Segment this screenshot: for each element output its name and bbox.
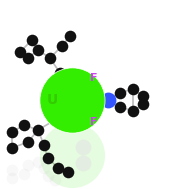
Point xyxy=(56,167,59,170)
Point xyxy=(27,57,30,60)
Text: F: F xyxy=(90,117,98,127)
Point xyxy=(61,44,64,47)
Point xyxy=(37,160,39,163)
Point xyxy=(54,178,56,181)
Text: F: F xyxy=(90,73,98,83)
Point xyxy=(43,143,45,146)
Text: U: U xyxy=(46,93,58,107)
Point xyxy=(71,98,73,101)
Point xyxy=(43,167,45,170)
Point xyxy=(54,119,56,122)
Point xyxy=(119,91,121,94)
Point xyxy=(47,174,49,177)
Point xyxy=(82,146,85,149)
Point xyxy=(27,163,30,167)
Point xyxy=(82,81,85,84)
Point xyxy=(49,57,51,60)
Point xyxy=(107,98,110,101)
Point xyxy=(37,129,39,132)
Point xyxy=(67,170,70,174)
Point xyxy=(82,116,85,119)
Point xyxy=(18,50,21,53)
Point xyxy=(23,173,26,176)
Point xyxy=(132,109,134,112)
Point xyxy=(58,71,61,74)
Point xyxy=(10,146,13,149)
Point xyxy=(47,156,49,160)
Point xyxy=(142,102,144,105)
Point xyxy=(37,49,39,52)
Point xyxy=(31,39,33,42)
Point xyxy=(69,34,71,37)
Point xyxy=(142,94,144,98)
Point xyxy=(10,168,13,171)
Point xyxy=(71,153,73,156)
Point xyxy=(23,123,26,126)
Point xyxy=(27,140,30,143)
Point xyxy=(10,177,13,180)
Point xyxy=(82,161,85,164)
Point xyxy=(10,130,13,133)
Point xyxy=(119,105,121,108)
Point xyxy=(132,88,134,91)
